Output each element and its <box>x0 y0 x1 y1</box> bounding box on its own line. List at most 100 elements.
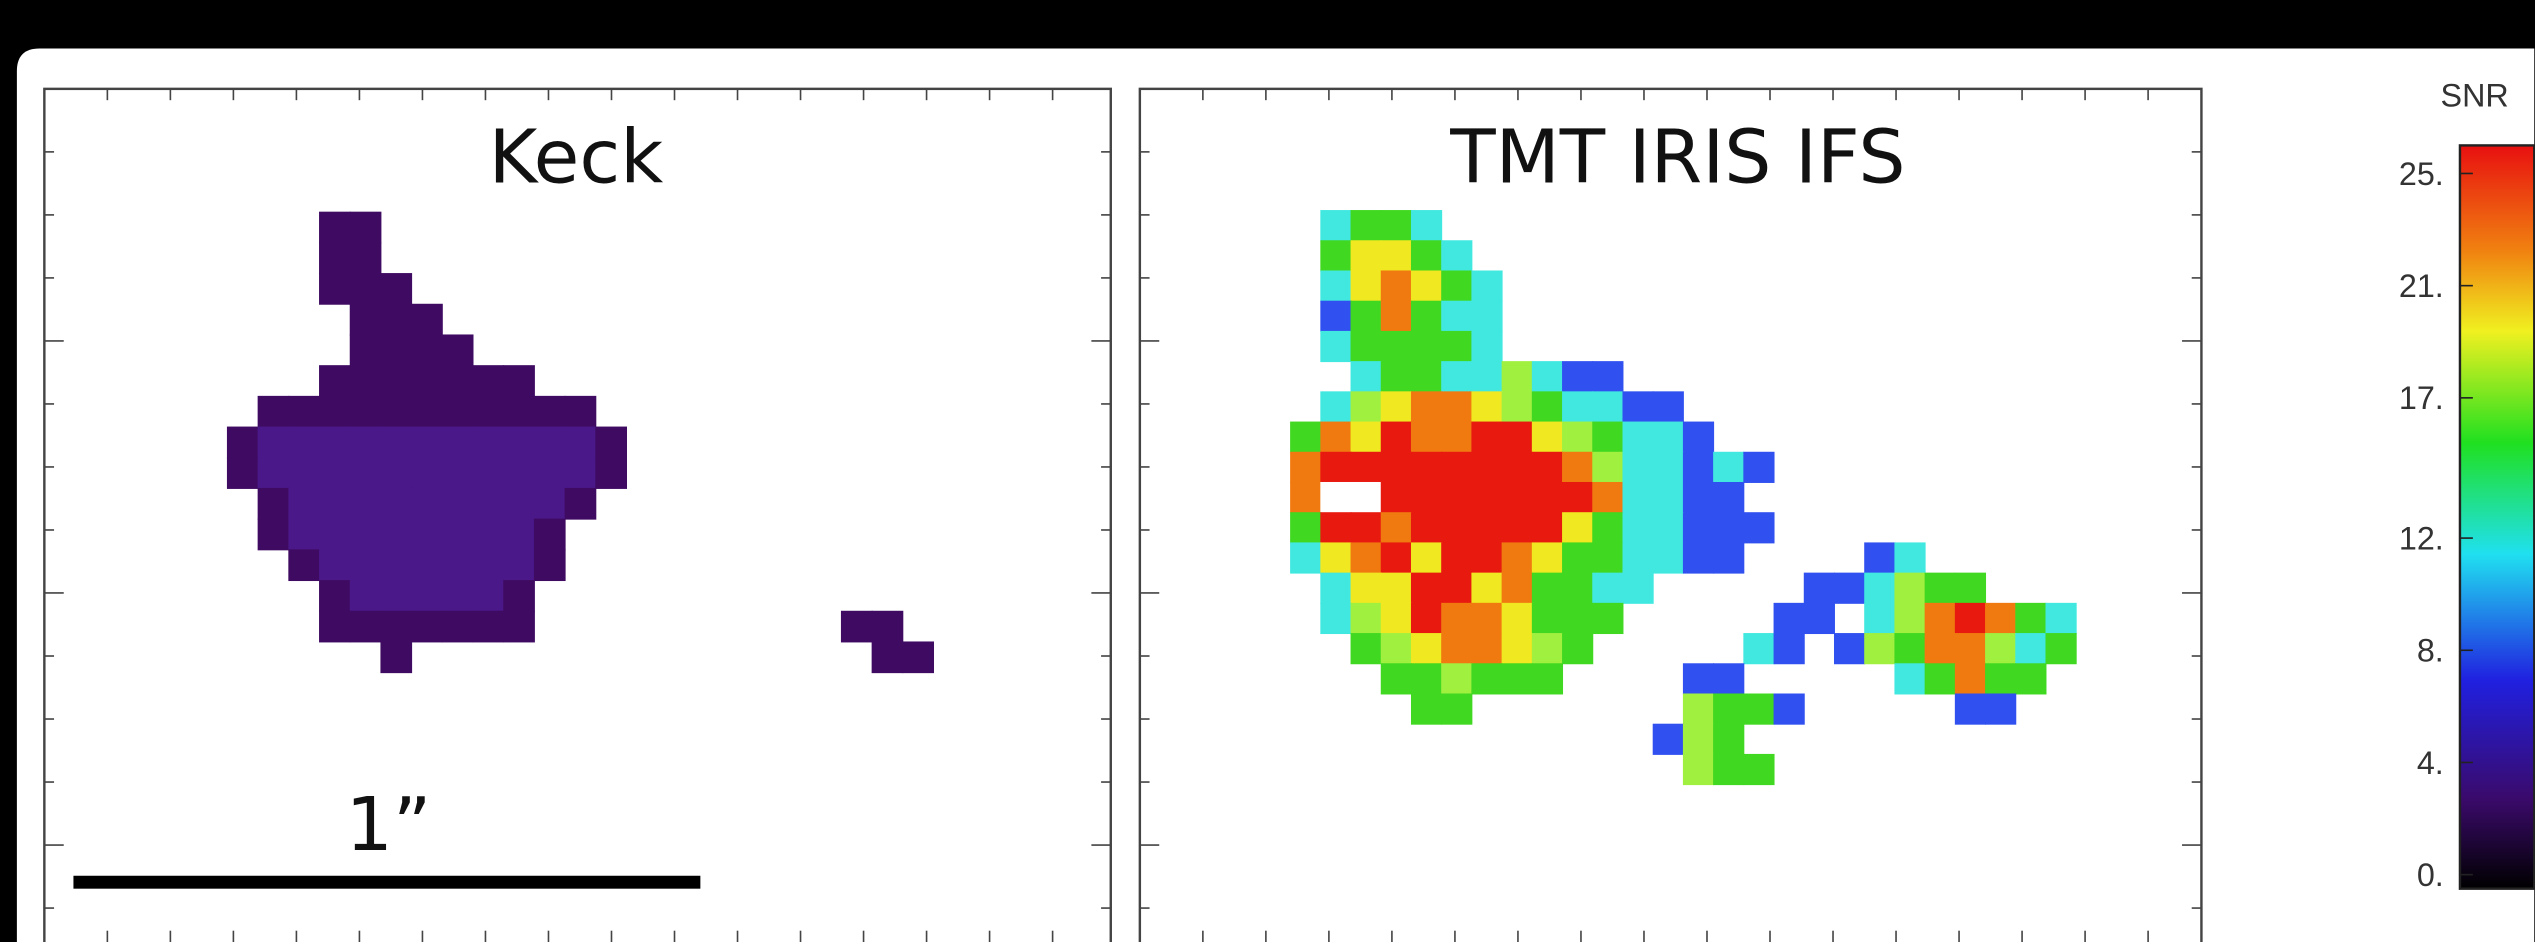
pixel <box>1441 693 1473 725</box>
pixel <box>1441 330 1473 363</box>
pixel <box>319 518 351 551</box>
pixel <box>1592 451 1624 483</box>
pixel <box>1682 512 1715 544</box>
pixel <box>503 549 535 582</box>
pixel <box>411 426 443 459</box>
pixel <box>1471 633 1503 665</box>
pixel <box>1924 572 1956 604</box>
pixel <box>1380 663 1412 695</box>
pixel <box>1290 421 1322 453</box>
pixel <box>1531 421 1564 453</box>
scale-bar-label: 1” <box>346 781 432 868</box>
pixel <box>1562 421 1594 453</box>
pixel <box>288 518 321 551</box>
pixel <box>1743 633 1775 665</box>
pixel <box>472 487 505 520</box>
pixel <box>472 610 505 643</box>
pixel <box>1713 451 1745 483</box>
pixel <box>1954 572 1987 604</box>
pixel <box>411 610 443 643</box>
pixel <box>288 426 321 459</box>
pixel <box>1531 633 1564 665</box>
pixel <box>349 457 382 489</box>
pixel <box>1985 633 2017 665</box>
pixel <box>380 518 413 551</box>
pixel <box>1471 572 1503 604</box>
pixel <box>1622 512 1654 544</box>
pixel <box>411 395 443 428</box>
pixel <box>503 487 535 520</box>
pixel <box>1894 542 1926 574</box>
pixel <box>1350 542 1382 574</box>
pixel <box>472 549 505 582</box>
pixel <box>288 457 321 489</box>
colorbar-tick-label: 0. <box>2417 857 2444 893</box>
pixel <box>1682 481 1715 514</box>
pixel <box>380 641 413 674</box>
pixel <box>1924 633 1956 665</box>
pixel <box>1441 421 1473 453</box>
pixel <box>533 395 566 428</box>
pixel <box>226 426 259 459</box>
pixel <box>319 580 351 612</box>
pixel <box>1803 602 1835 635</box>
pixel <box>1441 451 1473 483</box>
pixel <box>533 487 566 520</box>
pixel <box>1471 330 1503 363</box>
pixel <box>1562 451 1594 483</box>
pixel <box>1441 391 1473 423</box>
pixel <box>1713 753 1745 786</box>
pixel <box>1350 512 1382 544</box>
pixel <box>1531 602 1564 635</box>
pixel <box>319 211 351 244</box>
pixel <box>1380 602 1412 635</box>
panel-frame <box>43 87 1112 942</box>
pixel <box>1471 361 1503 393</box>
pixel <box>1833 572 1866 604</box>
pixel <box>411 365 443 397</box>
pixel <box>257 518 290 551</box>
pixel <box>1622 481 1654 514</box>
pixel <box>441 580 474 612</box>
pixel <box>1380 391 1412 423</box>
pixel <box>1531 542 1564 574</box>
pixel <box>1743 512 1775 544</box>
pixel <box>441 487 474 520</box>
pixel <box>503 395 535 428</box>
pixel <box>1743 451 1775 483</box>
pixel <box>1562 572 1594 604</box>
pixel <box>533 518 566 551</box>
pixel <box>349 242 382 275</box>
pixel <box>1350 451 1382 483</box>
pixel <box>1441 602 1473 635</box>
pixel <box>1380 330 1412 363</box>
pixel <box>319 610 351 643</box>
pixel <box>1713 481 1745 514</box>
panel-title: Keck <box>489 114 664 201</box>
pixel <box>349 334 382 367</box>
pixel <box>1501 451 1533 483</box>
pixel <box>503 365 535 397</box>
tmt-map <box>1290 210 2077 786</box>
pixel <box>1380 240 1412 272</box>
pixel <box>1350 210 1382 242</box>
pixel <box>1380 542 1412 574</box>
pixel <box>1562 361 1594 393</box>
pixel <box>1471 542 1503 574</box>
pixel <box>472 426 505 459</box>
pixel <box>1682 663 1715 695</box>
pixel <box>1501 602 1533 635</box>
pixel <box>1531 663 1564 695</box>
pixel <box>503 457 535 489</box>
pixel <box>1501 633 1533 665</box>
pixel <box>1531 481 1564 514</box>
pixel <box>349 487 382 520</box>
pixel <box>1320 391 1352 423</box>
pixel <box>1350 633 1382 665</box>
pixel <box>319 242 351 275</box>
pixel <box>1410 693 1443 725</box>
pixel <box>871 610 904 643</box>
pixel <box>1562 481 1594 514</box>
pixel <box>1471 512 1503 544</box>
pixel <box>1441 633 1473 665</box>
